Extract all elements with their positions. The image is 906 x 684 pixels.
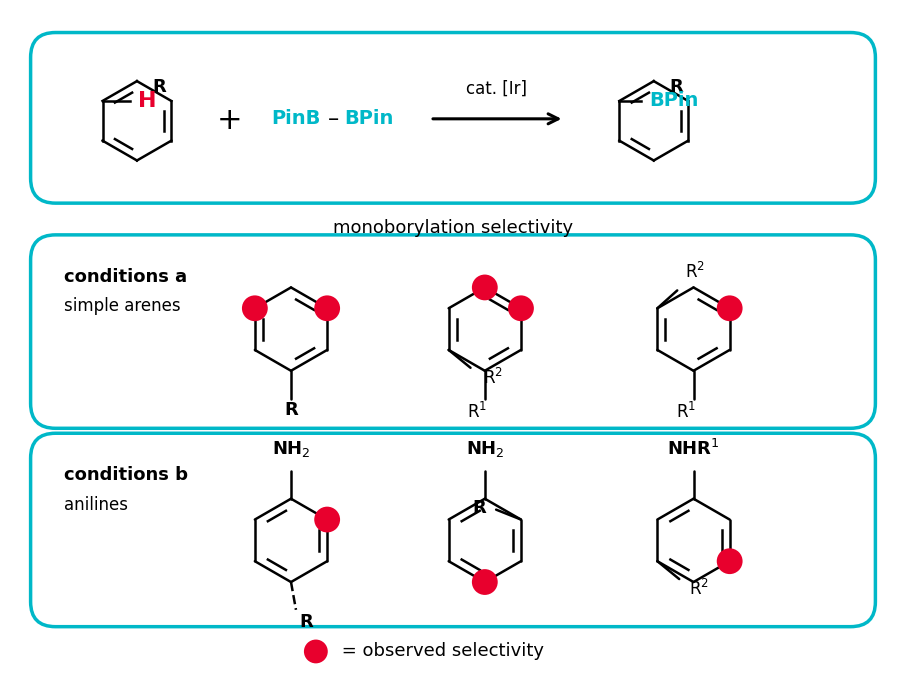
Text: monoborylation selectivity: monoborylation selectivity [333, 219, 573, 237]
Text: R: R [284, 402, 298, 419]
Circle shape [717, 549, 743, 574]
FancyBboxPatch shape [31, 33, 875, 203]
Text: anilines: anilines [64, 496, 129, 514]
Text: = observed selectivity: = observed selectivity [336, 642, 544, 661]
Text: R$^2$: R$^2$ [689, 579, 709, 599]
Text: NH$_2$: NH$_2$ [466, 439, 504, 459]
Circle shape [717, 295, 743, 321]
Text: R$^1$: R$^1$ [467, 402, 487, 423]
Text: R: R [472, 499, 487, 516]
Text: cat. [Ir]: cat. [Ir] [467, 80, 527, 98]
Text: conditions b: conditions b [64, 466, 188, 484]
Text: NHR$^1$: NHR$^1$ [667, 439, 719, 459]
Circle shape [508, 295, 534, 321]
Text: R$^2$: R$^2$ [685, 263, 705, 282]
Text: NH$_2$: NH$_2$ [272, 439, 310, 459]
Circle shape [242, 295, 268, 321]
Text: +: + [217, 106, 242, 135]
Text: conditions a: conditions a [64, 267, 188, 285]
Text: R$^2$: R$^2$ [484, 368, 504, 388]
Text: BPin: BPin [649, 92, 699, 111]
Circle shape [314, 507, 340, 532]
Text: R: R [670, 78, 683, 96]
Text: –: – [328, 109, 340, 129]
Text: simple arenes: simple arenes [64, 298, 181, 315]
Circle shape [304, 640, 328, 663]
FancyBboxPatch shape [31, 433, 875, 627]
Text: R: R [299, 613, 313, 631]
Text: H: H [139, 91, 157, 111]
Text: PinB: PinB [271, 109, 321, 129]
Text: BPin: BPin [344, 109, 394, 129]
Circle shape [472, 569, 497, 595]
Text: R: R [152, 78, 167, 96]
FancyBboxPatch shape [31, 235, 875, 428]
Circle shape [472, 274, 497, 300]
Circle shape [314, 295, 340, 321]
Text: R$^1$: R$^1$ [676, 402, 696, 423]
